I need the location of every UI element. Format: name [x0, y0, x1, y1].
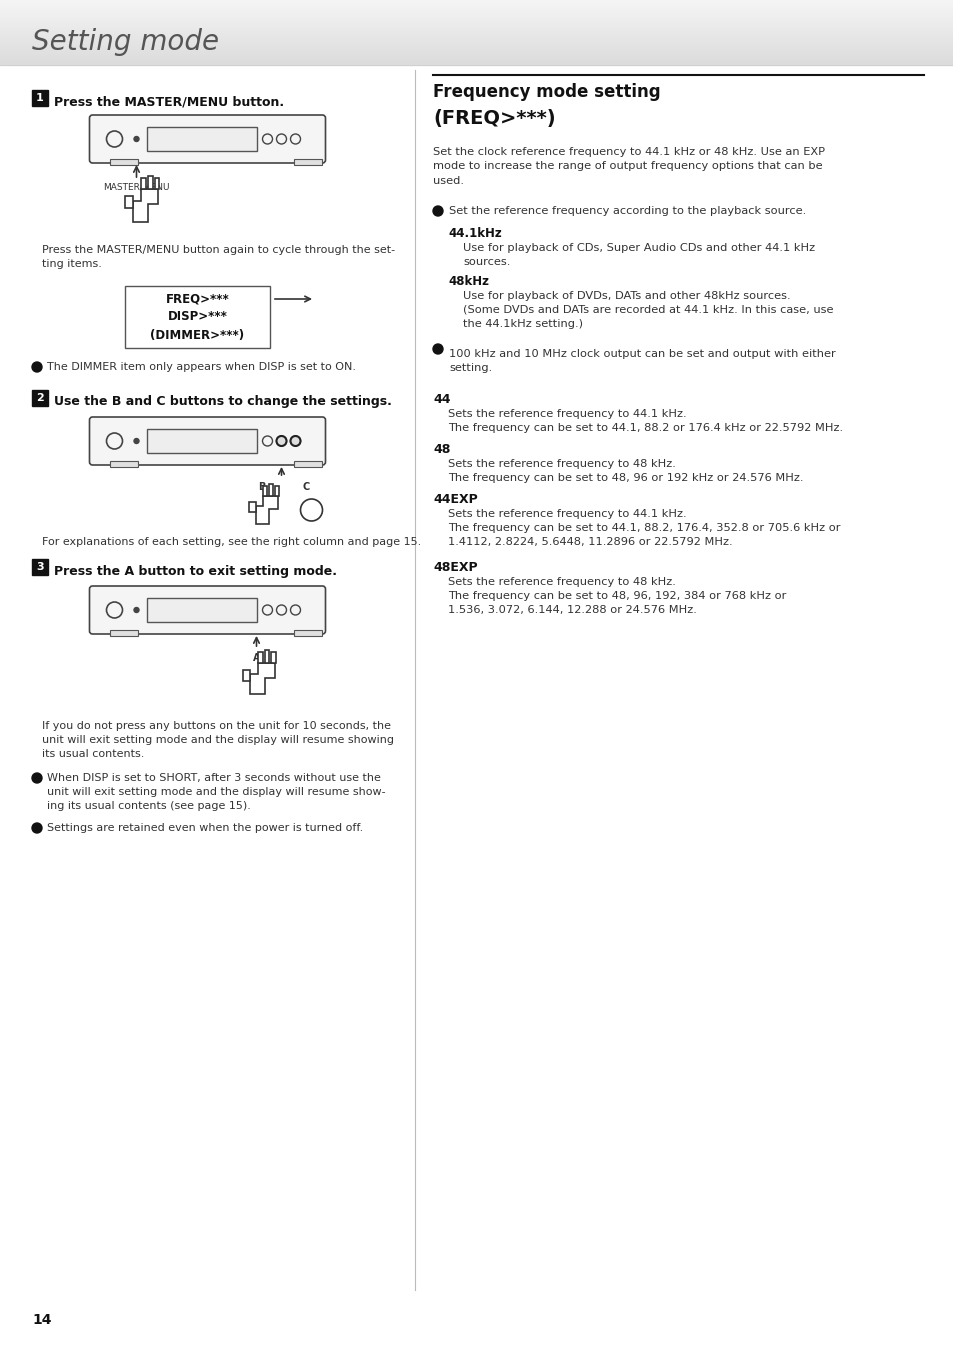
Bar	[32, 90, 48, 107]
Text: 48EXP: 48EXP	[433, 562, 477, 574]
FancyBboxPatch shape	[90, 417, 325, 464]
Text: FREQ>***: FREQ>***	[166, 293, 229, 305]
Bar	[111, 460, 138, 467]
Circle shape	[107, 602, 122, 618]
Text: B: B	[257, 482, 265, 491]
Circle shape	[107, 131, 122, 147]
Circle shape	[32, 824, 42, 833]
Bar	[32, 559, 48, 575]
Text: C: C	[302, 482, 310, 491]
Polygon shape	[271, 652, 275, 663]
Circle shape	[133, 439, 139, 444]
Bar	[111, 630, 138, 636]
Bar	[125, 286, 270, 348]
Text: Frequency mode setting: Frequency mode setting	[433, 82, 659, 101]
Text: 14: 14	[32, 1314, 51, 1327]
Circle shape	[276, 436, 286, 446]
Bar	[148, 127, 257, 151]
Bar	[294, 630, 322, 636]
Text: DISP>***: DISP>***	[168, 310, 227, 324]
Circle shape	[107, 433, 122, 450]
Polygon shape	[132, 189, 158, 221]
Text: Set the reference frequency according to the playback source.: Set the reference frequency according to…	[449, 207, 805, 216]
Circle shape	[300, 500, 322, 521]
Polygon shape	[263, 486, 267, 495]
Text: Sets the reference frequency to 44.1 kHz.
The frequency can be set to 44.1, 88.2: Sets the reference frequency to 44.1 kHz…	[448, 409, 842, 433]
FancyBboxPatch shape	[90, 586, 325, 634]
Bar	[294, 159, 322, 165]
Polygon shape	[154, 178, 159, 189]
Polygon shape	[243, 670, 251, 680]
Text: Setting mode: Setting mode	[32, 28, 219, 55]
Text: 48kHz: 48kHz	[448, 275, 489, 288]
Text: Use the B and C buttons to change the settings.: Use the B and C buttons to change the se…	[54, 396, 392, 409]
Text: (FREQ>***): (FREQ>***)	[433, 109, 555, 128]
Polygon shape	[148, 176, 152, 189]
Text: Press the MASTER/MENU button.: Press the MASTER/MENU button.	[54, 96, 284, 108]
Circle shape	[262, 436, 273, 446]
Text: 44EXP: 44EXP	[433, 493, 477, 506]
Circle shape	[262, 134, 273, 144]
Circle shape	[32, 362, 42, 373]
Bar	[111, 159, 138, 165]
Text: 100 kHz and 10 MHz clock output can be set and output with either
setting.: 100 kHz and 10 MHz clock output can be s…	[449, 350, 835, 373]
Circle shape	[433, 344, 442, 354]
Text: Sets the reference frequency to 48 kHz.
The frequency can be set to 48, 96 or 19: Sets the reference frequency to 48 kHz. …	[448, 459, 802, 483]
Text: Use for playback of DVDs, DATs and other 48kHz sources.
(Some DVDs and DATs are : Use for playback of DVDs, DATs and other…	[462, 292, 833, 329]
Polygon shape	[250, 502, 256, 512]
Circle shape	[433, 207, 442, 216]
Bar	[148, 598, 257, 622]
Text: Use for playback of CDs, Super Audio CDs and other 44.1 kHz
sources.: Use for playback of CDs, Super Audio CDs…	[462, 243, 814, 267]
Text: Settings are retained even when the power is turned off.: Settings are retained even when the powe…	[47, 824, 363, 833]
Text: 44: 44	[433, 393, 450, 406]
Circle shape	[291, 436, 300, 446]
Circle shape	[262, 605, 273, 616]
Polygon shape	[256, 495, 278, 524]
Text: MASTER/MENU: MASTER/MENU	[103, 184, 170, 192]
Bar	[294, 460, 322, 467]
Polygon shape	[265, 649, 269, 663]
Circle shape	[291, 134, 300, 144]
Circle shape	[291, 436, 300, 446]
Text: Press the A button to exit setting mode.: Press the A button to exit setting mode.	[54, 564, 336, 578]
Circle shape	[276, 605, 286, 616]
Text: For explanations of each setting, see the right column and page 15.: For explanations of each setting, see th…	[42, 537, 421, 547]
Circle shape	[133, 136, 139, 142]
Text: Sets the reference frequency to 44.1 kHz.
The frequency can be set to 44.1, 88.2: Sets the reference frequency to 44.1 kHz…	[448, 509, 840, 547]
Polygon shape	[258, 652, 262, 663]
Circle shape	[291, 605, 300, 616]
Polygon shape	[269, 485, 274, 495]
Text: (DIMMER>***): (DIMMER>***)	[151, 328, 244, 342]
Polygon shape	[251, 663, 274, 694]
Text: The DIMMER item only appears when DISP is set to ON.: The DIMMER item only appears when DISP i…	[47, 362, 355, 373]
FancyBboxPatch shape	[90, 115, 325, 163]
Circle shape	[32, 774, 42, 783]
Text: If you do not press any buttons on the unit for 10 seconds, the
unit will exit s: If you do not press any buttons on the u…	[42, 721, 394, 759]
Text: 3: 3	[36, 562, 44, 572]
Circle shape	[133, 608, 139, 613]
Circle shape	[276, 134, 286, 144]
Circle shape	[276, 436, 286, 446]
Polygon shape	[141, 178, 146, 189]
Bar	[32, 390, 48, 406]
Text: 2: 2	[36, 393, 44, 404]
Polygon shape	[125, 196, 132, 208]
Text: 48: 48	[433, 443, 450, 456]
Text: Sets the reference frequency to 48 kHz.
The frequency can be set to 48, 96, 192,: Sets the reference frequency to 48 kHz. …	[448, 576, 785, 616]
Text: A: A	[253, 653, 260, 663]
Polygon shape	[275, 486, 279, 495]
Bar	[148, 429, 257, 454]
Text: Press the MASTER/MENU button again to cycle through the set-
ting items.: Press the MASTER/MENU button again to cy…	[42, 244, 395, 269]
Text: 44.1kHz: 44.1kHz	[448, 227, 501, 240]
Text: Set the clock reference frequency to 44.1 kHz or 48 kHz. Use an EXP
mode to incr: Set the clock reference frequency to 44.…	[433, 147, 824, 186]
Text: When DISP is set to SHORT, after 3 seconds without use the
unit will exit settin: When DISP is set to SHORT, after 3 secon…	[47, 774, 385, 811]
Text: 1: 1	[36, 93, 44, 103]
